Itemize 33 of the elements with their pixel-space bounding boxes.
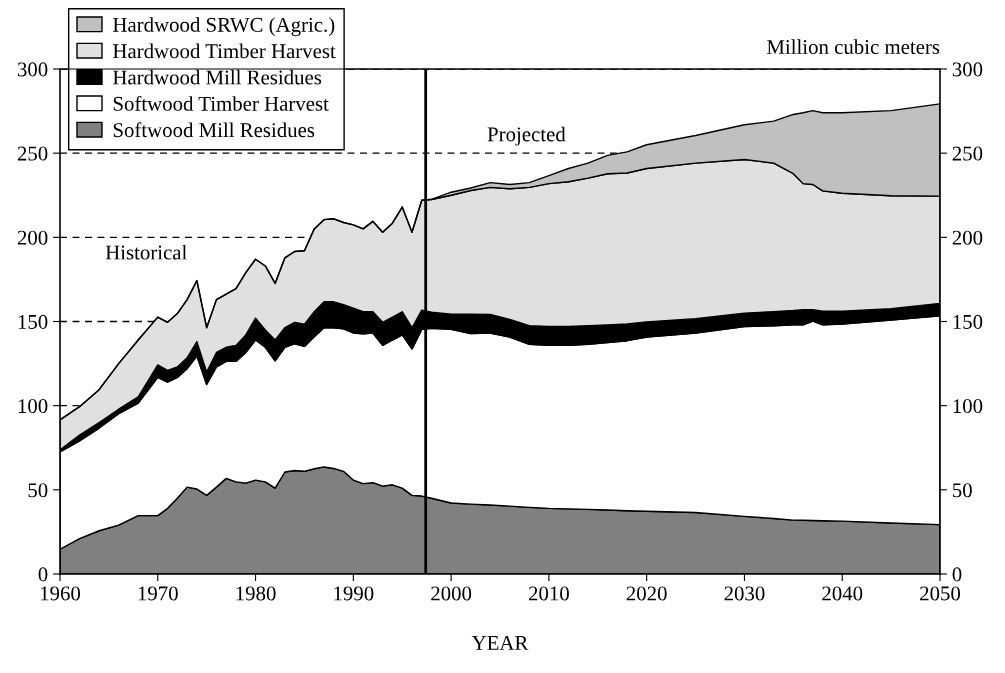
legend-label: Softwood Timber Harvest [113,95,329,111]
annotation: Historical [105,244,187,260]
y-tick-label: 300 [17,62,48,77]
x-tick-label: 2010 [528,586,569,601]
y-tick-label: 250 [17,146,48,161]
y2-tick-label: 0 [952,567,962,582]
y2-tick-label: 150 [953,314,983,329]
legend-label: Hardwood Timber Harvest [113,43,336,59]
text: Million cubic meters [767,39,940,55]
y-tick-label: 150 [18,314,48,329]
y2-tick-label: 200 [952,230,983,245]
legend-label: Hardwood Mill Residues [113,69,322,85]
y-tick-label: 200 [17,230,48,245]
x-tick-label: 2040 [822,586,863,601]
x-axis-title: YEAR [471,635,529,650]
y2-tick-label: 250 [952,146,983,161]
x-tick-label: 1970 [138,586,178,601]
x-tick-label: 2030 [724,586,765,601]
x-tick-label: 2020 [626,586,667,601]
x-tick-label: 1980 [236,586,276,601]
x-tick-label: 2050 [920,586,961,601]
y-tick-label: 100 [18,399,48,414]
x-tick-label: 1960 [41,586,81,601]
y2-tick-label: 300 [952,62,983,77]
x-tick-label: 1990 [334,586,374,601]
y2-tick-label: 100 [953,399,983,414]
x-tick-label: 2000 [431,586,472,601]
y-tick-label: 0 [38,567,48,582]
annotation: Projected [487,126,566,146]
y2-tick-label: 50 [953,483,972,498]
legend-label: Softwood Mill Residues [113,122,315,138]
y-tick-label: 50 [28,483,48,498]
legend-label: Hardwood SRWC (Agric.) [113,17,335,37]
